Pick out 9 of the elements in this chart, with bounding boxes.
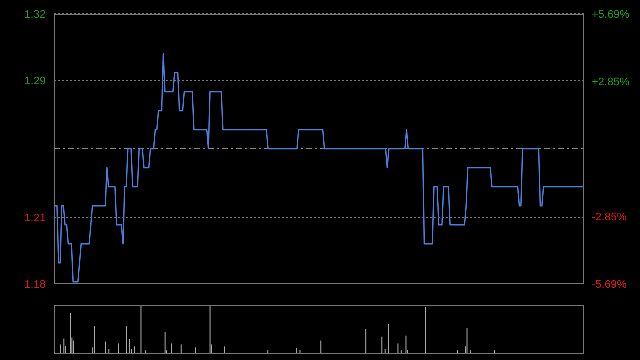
y2-tick-label: +5.69% [592,9,630,21]
y-tick-label: 1.32 [24,9,46,21]
line-series [53,53,585,283]
y-tick-label: 1.18 [24,279,46,291]
y-tick-label: 1.29 [24,76,46,88]
y2-tick-label: -5.69% [592,279,628,291]
y-tick-label: 1.21 [24,212,46,224]
y2-tick-label: +2.85% [592,76,630,88]
y2-tick-label: -2.85% [592,212,628,224]
